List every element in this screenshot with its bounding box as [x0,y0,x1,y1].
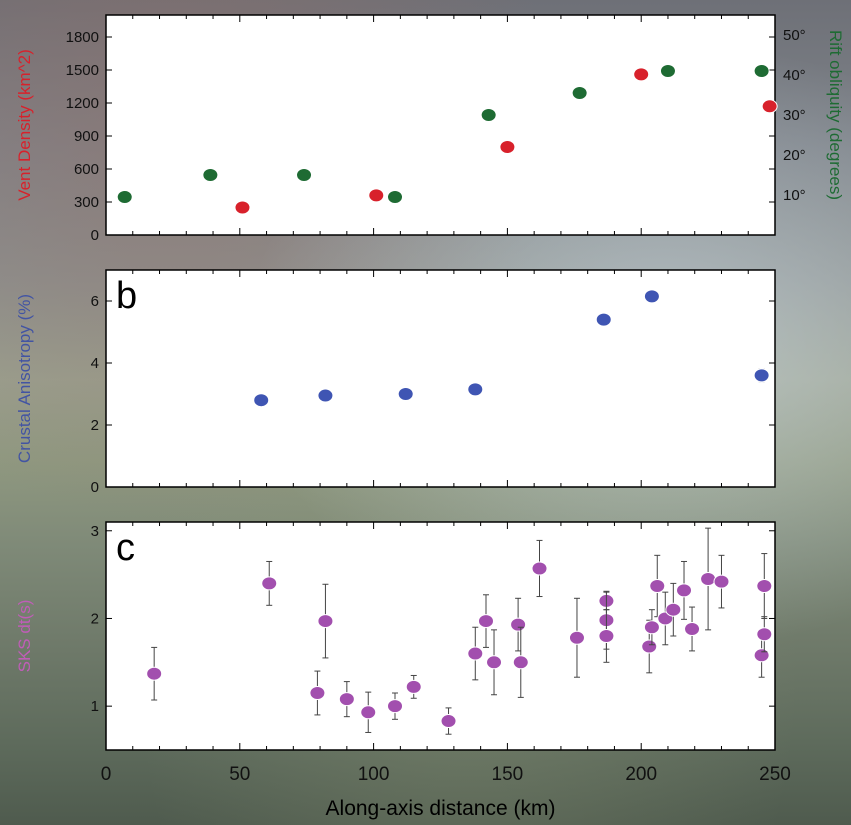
data-point [753,64,770,78]
data-point [202,168,219,182]
data-point [512,655,529,670]
data-point [317,614,334,629]
data-point [753,368,770,383]
data-point [296,168,313,182]
y-axis-label: Vent Density (km^2) [15,49,34,201]
data-point [568,630,585,645]
data-point [253,393,270,408]
data-point [360,705,377,720]
y-axis-label: Crustal Anisotropy (%) [15,294,34,463]
y-tick-label: 0 [91,479,99,496]
y-tick-label: 6 [91,293,99,310]
data-point [665,602,682,617]
y-tick-label: 1 [91,698,99,715]
data-point [440,714,457,729]
x-tick-label: 50 [229,764,250,785]
plot-frame [105,269,776,488]
data-point [467,382,484,397]
data-point [531,561,548,576]
y-tick-label: 3 [91,523,99,540]
x-tick-label: 150 [492,764,524,785]
y-tick-label: 1200 [66,95,99,112]
data-point [499,140,516,154]
plot-frame [105,521,776,751]
data-point [643,289,660,304]
data-point [756,579,773,594]
data-point [234,200,251,215]
data-point [633,67,650,82]
data-point [368,188,385,203]
y2-axis-label: Rift obliquity (degrees) [826,30,845,200]
data-point [397,387,414,401]
data-point [477,614,494,629]
x-tick-label: 100 [358,764,390,785]
data-point [510,617,527,632]
data-point [700,572,717,586]
x-tick-label: 0 [101,764,112,785]
data-point [684,621,701,636]
data-point [676,583,693,598]
data-point [643,620,660,635]
data-point [317,388,334,403]
y-tick-label: 0 [91,227,99,244]
y-axis-label: SKS dt(s) [15,600,34,673]
data-point [261,576,278,591]
data-point [595,312,612,327]
data-point [387,699,404,714]
panel-a: 0 300 600 900 1200 1500 1800 Vent Density (km^2… [15,14,845,244]
data-point [405,679,422,694]
data-point [756,627,773,642]
data-point [467,646,484,661]
data-point [338,692,355,707]
y-tick-label: 600 [74,161,99,178]
y-tick-label: 300 [74,194,99,211]
data-point [659,64,676,78]
panel-c: 1 2 3 SKS dt(s) c 0 50 100 150 200 250 Along-axis d… [15,521,791,820]
y2-tick-label: 10° [783,187,806,204]
y-tick-label: 1500 [66,62,99,79]
data-point [713,574,730,589]
panel-label: c [116,527,135,569]
panel-label: b [116,275,137,317]
y2-tick-label: 30° [783,107,806,124]
data-point [309,686,326,700]
data-point [146,666,163,681]
x-tick-label: 200 [625,764,657,785]
data-point [761,99,778,114]
data-point [598,629,615,643]
data-point [480,108,497,122]
y-tick-label: 900 [74,128,99,145]
y2-tick-label: 20° [783,147,806,164]
y-tick-label: 2 [91,417,99,434]
data-point [387,190,404,204]
data-point [649,579,666,594]
data-point [116,190,133,204]
data-point [571,86,588,100]
x-axis-label: Along-axis distance (km) [326,797,556,820]
y-tick-label: 2 [91,610,99,627]
plot-frame [105,14,776,236]
y2-tick-label: 40° [783,67,806,84]
y2-tick-label: 50° [783,27,806,44]
y-tick-label: 1800 [66,29,99,46]
data-point [641,639,658,654]
x-tick-label: 250 [759,764,791,785]
y-tick-label: 4 [91,355,99,372]
data-point [753,648,770,663]
data-point [486,655,503,670]
panel-b: 0 2 4 6 Crustal Anisotropy (%) b [15,269,776,496]
